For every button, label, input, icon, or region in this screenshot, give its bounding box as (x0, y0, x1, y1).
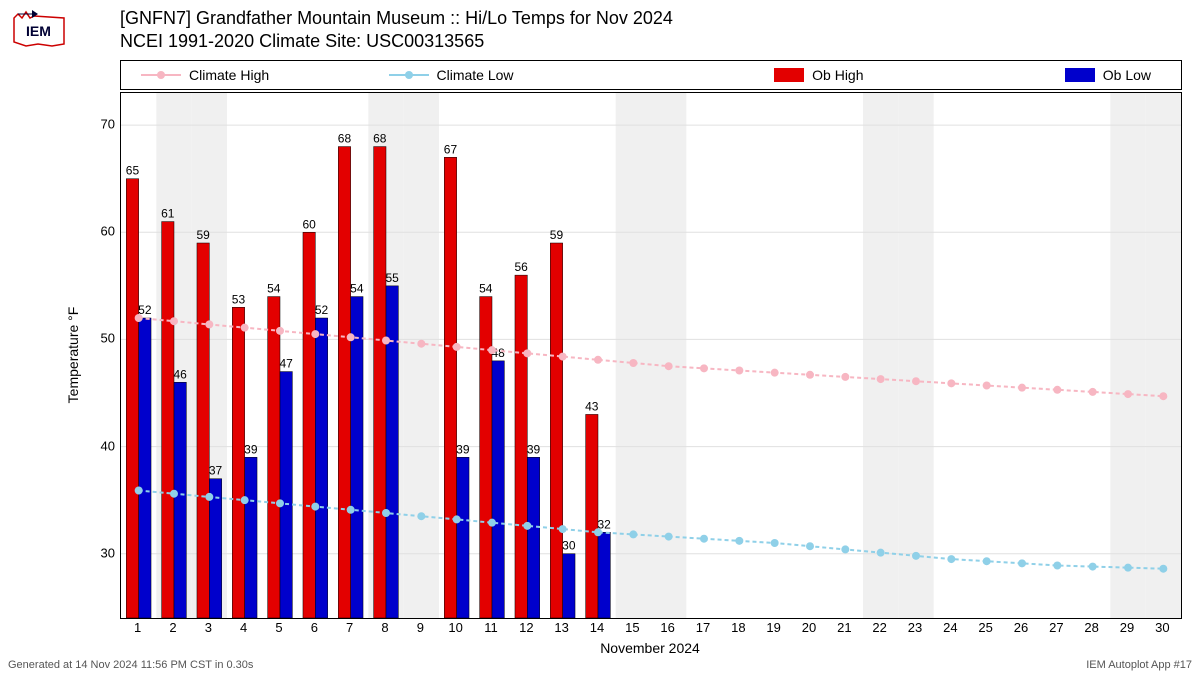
y-tick-label: 40 (85, 438, 115, 453)
legend: Climate High Climate Low Ob High Ob Low (120, 60, 1182, 90)
chart-svg: 6552614659375339544760526854685567395448… (121, 93, 1181, 618)
x-tick-label: 8 (381, 620, 388, 635)
x-tick-label: 20 (802, 620, 816, 635)
legend-ob-low-label: Ob Low (1103, 67, 1151, 83)
svg-text:54: 54 (350, 282, 364, 296)
x-tick-label: 14 (590, 620, 604, 635)
footer-generated: Generated at 14 Nov 2024 11:56 PM CST in… (8, 659, 253, 671)
legend-climate-low-label: Climate Low (437, 67, 514, 83)
x-tick-label: 9 (417, 620, 424, 635)
chart-plot-area: 6552614659375339544760526854685567395448… (120, 92, 1182, 619)
x-tick-label: 1 (134, 620, 141, 635)
svg-text:67: 67 (444, 142, 458, 156)
iem-logo: IEM (8, 6, 70, 51)
footer-app: IEM Autoplot App #17 (1086, 659, 1192, 671)
x-tick-label: 29 (1120, 620, 1134, 635)
legend-climate-low: Climate Low (369, 67, 617, 83)
x-tick-label: 12 (519, 620, 533, 635)
svg-text:54: 54 (267, 282, 281, 296)
x-tick-label: 30 (1155, 620, 1169, 635)
legend-ob-low: Ob Low (904, 67, 1182, 83)
y-tick-label: 60 (85, 224, 115, 239)
x-tick-label: 10 (448, 620, 462, 635)
x-tick-label: 22 (872, 620, 886, 635)
svg-text:54: 54 (479, 282, 493, 296)
svg-text:60: 60 (302, 217, 316, 231)
legend-ob-high-label: Ob High (812, 67, 863, 83)
svg-text:56: 56 (514, 260, 528, 274)
y-axis-label: Temperature °F (65, 307, 81, 404)
x-tick-label: 6 (311, 620, 318, 635)
svg-text:53: 53 (232, 292, 246, 306)
svg-text:39: 39 (244, 442, 258, 456)
x-tick-label: 2 (169, 620, 176, 635)
svg-text:30: 30 (562, 539, 576, 553)
y-tick-label: 50 (85, 331, 115, 346)
svg-text:61: 61 (161, 207, 175, 221)
x-tick-label: 24 (943, 620, 957, 635)
svg-text:IEM: IEM (26, 23, 51, 39)
svg-text:52: 52 (315, 303, 329, 317)
x-tick-label: 27 (1049, 620, 1063, 635)
x-tick-label: 3 (205, 620, 212, 635)
x-tick-label: 13 (554, 620, 568, 635)
chart-title: [GNFN7] Grandfather Mountain Museum :: H… (120, 8, 673, 52)
svg-text:43: 43 (585, 399, 599, 413)
x-axis-label: November 2024 (120, 640, 1180, 656)
x-tick-label: 18 (731, 620, 745, 635)
svg-text:37: 37 (209, 464, 223, 478)
legend-climate-high-label: Climate High (189, 67, 269, 83)
svg-text:39: 39 (456, 442, 470, 456)
title-line-2: NCEI 1991-2020 Climate Site: USC00313565 (120, 31, 673, 52)
legend-climate-high: Climate High (121, 67, 369, 83)
x-tick-label: 26 (1014, 620, 1028, 635)
y-tick-label: 30 (85, 545, 115, 560)
svg-text:59: 59 (196, 228, 210, 242)
x-tick-label: 25 (978, 620, 992, 635)
x-tick-label: 17 (696, 620, 710, 635)
svg-text:65: 65 (126, 164, 140, 178)
x-tick-label: 15 (625, 620, 639, 635)
y-tick-label: 70 (85, 117, 115, 132)
svg-text:39: 39 (527, 442, 541, 456)
x-tick-label: 21 (837, 620, 851, 635)
x-tick-label: 7 (346, 620, 353, 635)
legend-ob-high: Ob High (616, 67, 904, 83)
x-tick-label: 23 (908, 620, 922, 635)
x-tick-label: 4 (240, 620, 247, 635)
svg-text:47: 47 (280, 357, 294, 371)
svg-text:59: 59 (550, 228, 564, 242)
svg-text:55: 55 (386, 271, 400, 285)
title-line-1: [GNFN7] Grandfather Mountain Museum :: H… (120, 8, 673, 29)
x-tick-label: 5 (275, 620, 282, 635)
x-tick-label: 19 (766, 620, 780, 635)
x-tick-label: 16 (660, 620, 674, 635)
x-tick-label: 11 (484, 620, 498, 635)
svg-text:46: 46 (174, 367, 188, 381)
svg-text:68: 68 (373, 132, 387, 146)
svg-text:68: 68 (338, 132, 352, 146)
x-tick-label: 28 (1084, 620, 1098, 635)
